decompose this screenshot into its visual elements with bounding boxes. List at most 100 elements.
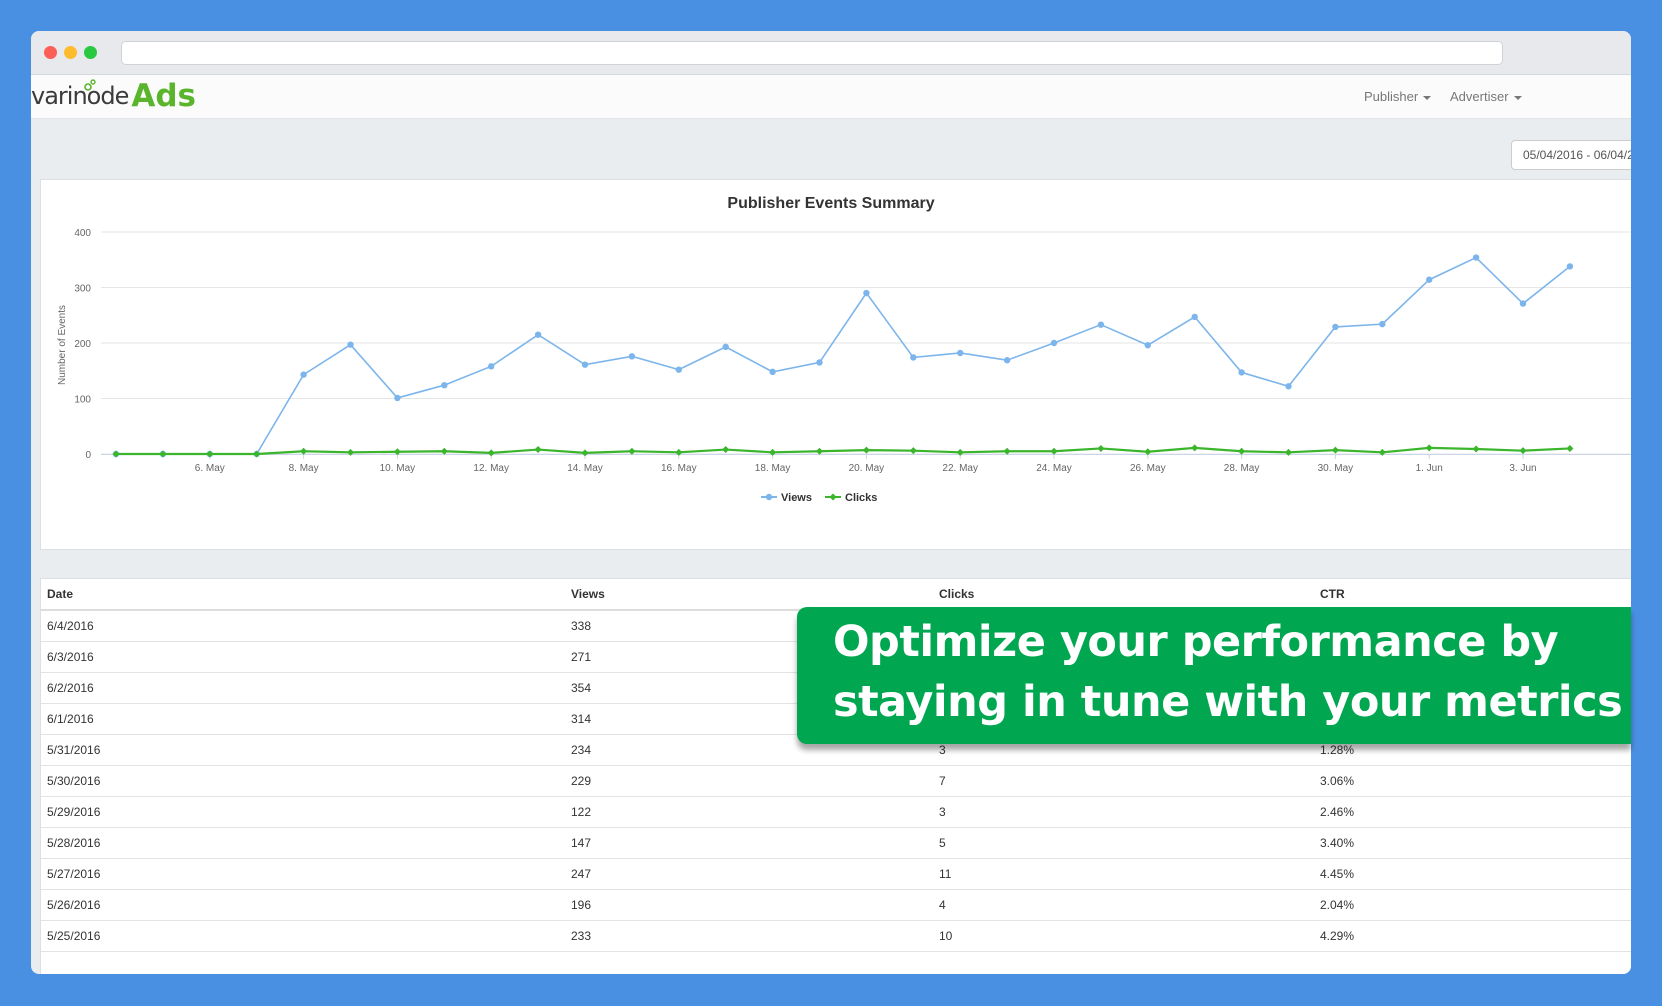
cell-ctr: 3.06%: [1314, 765, 1631, 797]
table-row: 5/26/2016 196 4 2.04%: [41, 889, 1631, 921]
series-line-clicks: [116, 446, 1570, 456]
x-tick-label: 22. May: [942, 463, 978, 474]
table-header-row: Date Views Clicks CTR: [41, 579, 1631, 611]
address-bar[interactable]: [121, 41, 1503, 65]
clicks-point: [1472, 445, 1480, 453]
header-ctr[interactable]: CTR: [1314, 579, 1631, 611]
views-point: [957, 349, 964, 357]
clicks-point: [206, 450, 214, 458]
clicks-point: [253, 450, 261, 458]
cell-date: 6/4/2016: [41, 610, 565, 642]
clicks-point: [862, 446, 870, 454]
y-tick-label: 0: [85, 450, 91, 461]
cell-date: 6/2/2016: [41, 672, 565, 704]
legend-clicks-label: Clicks: [845, 492, 877, 504]
views-point: [441, 381, 448, 389]
table-row: 5/29/2016 122 3 2.46%: [41, 796, 1631, 828]
x-tick-label: 6. May: [195, 463, 225, 474]
cell-ctr: 3.40%: [1314, 827, 1631, 859]
legend-clicks-marker: [829, 493, 837, 501]
x-tick-label: 1. Jun: [1416, 463, 1443, 474]
table-row: 5/30/2016 229 7 3.06%: [41, 765, 1631, 797]
clicks-point: [300, 447, 308, 455]
publisher-menu[interactable]: Publisher: [1364, 89, 1432, 104]
cell-ctr: 4.29%: [1314, 920, 1631, 952]
chart-title: Publisher Events Summary: [727, 195, 935, 212]
cell-date: 6/1/2016: [41, 703, 565, 735]
views-point: [722, 343, 729, 351]
views-point: [1050, 339, 1058, 347]
logo-ads-text: Ads: [131, 78, 196, 114]
x-tick-label: 20. May: [849, 463, 885, 474]
browser-chrome: [31, 31, 1631, 75]
table-row: 5/31/2016 234 3 1.28%: [41, 734, 1631, 766]
table-row: 5/28/2016 147 5 3.40%: [41, 827, 1631, 859]
x-tick-label: 16. May: [661, 463, 697, 474]
events-table: Date Views Clicks CTR 6/4/2016 338 6/3/201…: [41, 579, 1631, 952]
views-point: [816, 359, 823, 366]
x-tick-label: 30. May: [1318, 463, 1354, 474]
views-point: [1379, 320, 1386, 328]
views-point: [1285, 383, 1292, 390]
views-point: [1426, 276, 1433, 283]
clicks-point: [769, 448, 777, 456]
x-tick-label: 3. Jun: [1509, 463, 1536, 474]
cell-clicks: 3: [933, 796, 1314, 828]
cell-views: 233: [565, 920, 933, 952]
cell-date: 5/30/2016: [41, 765, 565, 797]
x-tick-label: 26. May: [1130, 463, 1166, 474]
clicks-point: [1050, 447, 1058, 455]
views-point: [1238, 369, 1245, 376]
views-point: [1191, 313, 1198, 321]
series-line-views: [116, 256, 1571, 455]
clicks-point: [1097, 444, 1105, 452]
cell-views: 229: [565, 765, 933, 797]
views-point: [628, 353, 636, 360]
caret-down-icon: [1513, 95, 1522, 100]
table-row: 5/25/2016 233 10 4.29%: [41, 920, 1631, 952]
promo-line-1: Optimize your performance by: [833, 617, 1559, 667]
views-point: [347, 341, 354, 348]
legend-views-label: Views: [781, 492, 812, 504]
clicks-point: [1238, 447, 1246, 455]
close-window-button[interactable]: [44, 46, 57, 59]
logo-wordmark: varinode: [31, 82, 129, 110]
date-range-picker[interactable]: 05/04/2016 - 06/04/2016: [1511, 140, 1631, 170]
publisher-menu-label: Publisher: [1364, 89, 1419, 104]
clicks-point: [816, 447, 823, 455]
cell-ctr: 4.45%: [1314, 858, 1631, 890]
clicks-point: [909, 447, 917, 455]
header-date[interactable]: Date: [41, 579, 565, 611]
cell-clicks: 11: [933, 858, 1314, 890]
views-point: [488, 363, 495, 370]
varinode-ads-logo[interactable]: varinode Ads: [31, 78, 196, 116]
cell-views: 196: [565, 889, 933, 921]
top-navbar: varinode Ads Publisher Advertiser: [31, 75, 1631, 119]
clicks-point: [112, 450, 120, 458]
clicks-point: [956, 448, 964, 456]
views-point: [300, 371, 307, 378]
promo-banner: Optimize your performance by staying in …: [797, 607, 1631, 744]
clicks-point: [628, 447, 636, 455]
maximize-window-button[interactable]: [84, 46, 97, 59]
cell-views: 147: [565, 827, 933, 859]
header-clicks[interactable]: Clicks: [933, 579, 1314, 611]
clicks-point: [1425, 444, 1433, 452]
views-point: [675, 366, 682, 373]
header-views[interactable]: Views: [565, 579, 933, 611]
clicks-point: [722, 446, 730, 454]
x-tick-label: 10. May: [380, 463, 416, 474]
clicks-point: [159, 450, 167, 458]
cell-views: 122: [565, 796, 933, 828]
cell-clicks: 4: [933, 889, 1314, 921]
table-row: 5/27/2016 247 11 4.45%: [41, 858, 1631, 890]
cell-date: 6/3/2016: [41, 641, 565, 673]
views-point: [581, 361, 589, 368]
logo-node-icon: [84, 79, 96, 91]
x-tick-label: 12. May: [473, 463, 509, 474]
cell-date: 5/27/2016: [41, 858, 565, 890]
minimize-window-button[interactable]: [64, 46, 77, 59]
advertiser-menu[interactable]: Advertiser: [1450, 89, 1522, 104]
clicks-point: [1566, 444, 1574, 452]
cell-views: 247: [565, 858, 933, 890]
